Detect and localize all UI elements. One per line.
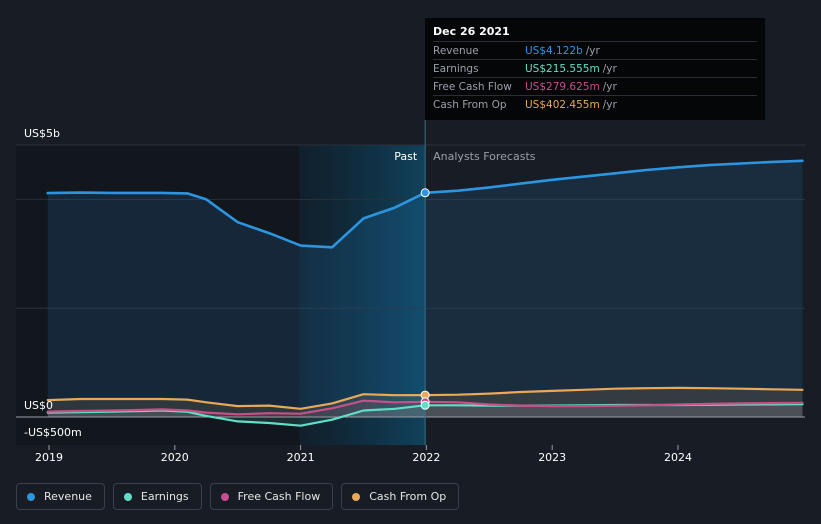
x-tick-label: 2019 xyxy=(35,451,63,464)
forecast-label: Analysts Forecasts xyxy=(433,150,536,163)
data-point-marker xyxy=(420,400,430,410)
tooltip-markers xyxy=(420,188,430,410)
x-tick-label: 2023 xyxy=(538,451,566,464)
y-axis-label-top: US$5b xyxy=(24,127,60,140)
data-point-marker xyxy=(420,188,430,198)
tooltip-value: US$215.555m xyxy=(525,62,600,75)
tooltip-value: US$402.455m xyxy=(525,98,600,111)
tooltip-label: Free Cash Flow xyxy=(433,80,512,93)
tooltip-label: Cash From Op xyxy=(433,98,507,111)
legend-label: Revenue xyxy=(44,490,92,503)
tooltip-unit: /yr xyxy=(585,44,600,57)
tooltip: Dec 26 2021 Revenue US$4.122b /yr Earnin… xyxy=(425,18,765,120)
legend-label: Earnings xyxy=(140,490,189,503)
y-axis-label-negative: -US$500m xyxy=(24,426,82,439)
legend-dot-icon xyxy=(220,492,229,501)
tooltip-row-revenue: Revenue US$4.122b /yr xyxy=(433,41,757,59)
legend-dot-icon xyxy=(123,492,132,501)
past-label: Past xyxy=(394,150,418,163)
series-lines xyxy=(46,159,804,427)
x-tick-label: 2021 xyxy=(287,451,315,464)
tooltip-label: Earnings xyxy=(433,62,479,75)
x-tick-label: 2020 xyxy=(161,451,189,464)
legend-label: Free Cash Flow xyxy=(237,490,321,503)
legend: Revenue Earnings Free Cash Flow Cash Fro… xyxy=(16,483,460,510)
tooltip-value: US$4.122b xyxy=(525,44,583,57)
legend-item-earnings[interactable]: Earnings xyxy=(112,483,202,510)
legend-item-revenue[interactable]: Revenue xyxy=(16,483,105,510)
series-line xyxy=(46,386,804,410)
legend-dot-icon xyxy=(352,492,361,501)
grid-lines xyxy=(16,144,805,418)
series-line xyxy=(46,399,804,416)
tooltip-label: Revenue xyxy=(433,44,479,57)
tooltip-date: Dec 26 2021 xyxy=(433,25,510,38)
x-axis-ticks: 2019 2020 2021 2022 2023 2024 xyxy=(35,445,692,464)
legend-item-free-cash-flow[interactable]: Free Cash Flow xyxy=(209,483,334,510)
tooltip-value: US$279.625m xyxy=(525,80,600,93)
legend-dot-icon xyxy=(27,492,35,501)
tooltip-unit: /yr xyxy=(602,80,617,93)
tooltip-row-cash-from-op: Cash From Op US$402.455m /yr xyxy=(433,95,757,113)
legend-label: Cash From Op xyxy=(369,490,447,503)
x-tick-label: 2022 xyxy=(412,451,440,464)
x-tick-label: 2024 xyxy=(664,451,692,464)
tooltip-unit: /yr xyxy=(602,98,617,111)
tooltip-row-free-cash-flow: Free Cash Flow US$279.625m /yr xyxy=(433,77,757,95)
legend-item-cash-from-op[interactable]: Cash From Op xyxy=(341,483,460,510)
y-axis-label-zero: US$0 xyxy=(24,399,53,412)
tooltip-unit: /yr xyxy=(602,62,617,75)
series-line xyxy=(46,159,804,249)
tooltip-row-earnings: Earnings US$215.555m /yr xyxy=(433,59,757,77)
